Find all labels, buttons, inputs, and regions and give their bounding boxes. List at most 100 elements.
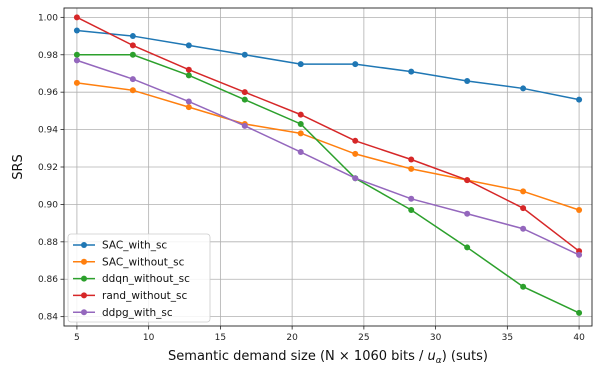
data-point bbox=[185, 98, 192, 105]
data-point bbox=[73, 14, 80, 21]
legend-label: ddqn_without_sc bbox=[102, 273, 190, 285]
data-point bbox=[297, 120, 304, 127]
data-point bbox=[352, 61, 359, 68]
x-axis-label-variable: u bbox=[428, 349, 436, 364]
data-point bbox=[464, 244, 471, 251]
data-point bbox=[408, 207, 415, 214]
y-axis-label: SRS bbox=[11, 154, 26, 180]
data-point bbox=[297, 149, 304, 156]
data-point bbox=[129, 51, 136, 58]
series-rand_without_sc bbox=[73, 14, 583, 255]
data-point bbox=[464, 177, 471, 184]
data-point bbox=[73, 57, 80, 64]
series-group bbox=[73, 14, 583, 316]
x-axis-label-tail: ) (suts) bbox=[442, 349, 488, 364]
y-tick-label: 0.86 bbox=[38, 275, 58, 285]
data-point bbox=[520, 283, 527, 290]
data-point bbox=[129, 76, 136, 83]
data-point bbox=[73, 79, 80, 86]
x-tick-label: 15 bbox=[215, 333, 226, 343]
series-ddpg_with_sc bbox=[73, 57, 583, 258]
data-point bbox=[464, 210, 471, 217]
data-point bbox=[408, 156, 415, 163]
x-tick-label: 25 bbox=[358, 333, 369, 343]
y-tick-label: 1.00 bbox=[38, 13, 58, 23]
legend-marker bbox=[81, 242, 87, 248]
series-line bbox=[76, 29, 580, 101]
legend-item: SAC_without_sc bbox=[73, 256, 185, 268]
y-tick-label: 0.96 bbox=[38, 88, 58, 98]
data-point bbox=[408, 195, 415, 202]
legend-item: ddpg_with_sc bbox=[73, 307, 173, 319]
series-SAC_without_sc bbox=[73, 79, 583, 214]
legend-label: rand_without_sc bbox=[102, 290, 188, 302]
data-point bbox=[576, 251, 583, 258]
legend-marker bbox=[81, 258, 87, 265]
series-line bbox=[76, 82, 580, 211]
data-point bbox=[352, 137, 359, 144]
legend-marker bbox=[81, 292, 87, 299]
y-tick-label: 0.88 bbox=[38, 238, 58, 248]
legend-marker bbox=[81, 275, 87, 282]
series-ddqn_without_sc bbox=[73, 51, 583, 316]
legend-label: SAC_without_sc bbox=[102, 256, 185, 268]
x-tick-label: 40 bbox=[573, 333, 585, 343]
y-tick-label: 0.94 bbox=[38, 126, 58, 136]
data-point bbox=[185, 104, 192, 111]
x-tick-label: 5 bbox=[74, 333, 80, 343]
data-point bbox=[129, 87, 136, 94]
legend-item: SAC_with_sc bbox=[73, 240, 167, 252]
x-axis-label-main: Semantic demand size (N × 1060 bits / bbox=[168, 349, 428, 364]
x-axis-label-subscript: α bbox=[436, 356, 442, 366]
data-point bbox=[464, 77, 471, 84]
x-tick-label: 30 bbox=[430, 333, 442, 343]
series-line bbox=[76, 54, 580, 314]
y-tick-label: 0.92 bbox=[38, 163, 58, 173]
data-point bbox=[297, 61, 304, 68]
x-tick-label: 20 bbox=[286, 333, 298, 343]
data-point bbox=[185, 66, 192, 73]
legend-item: ddqn_without_sc bbox=[73, 273, 190, 285]
data-point bbox=[185, 72, 192, 79]
data-point bbox=[185, 42, 192, 49]
data-point bbox=[576, 96, 583, 103]
data-point bbox=[241, 96, 248, 103]
data-point bbox=[520, 225, 527, 232]
legend-marker bbox=[81, 309, 87, 316]
y-axis: 0.84 0.86 0.88 0.90 0.92 0.94 0.96 0.98 1.00 bbox=[38, 13, 64, 323]
data-point bbox=[129, 42, 136, 49]
legend-box bbox=[67, 233, 211, 323]
data-point bbox=[576, 207, 583, 214]
y-tick-label: 0.84 bbox=[38, 313, 58, 323]
legend-label: SAC_with_sc bbox=[102, 240, 167, 252]
data-point bbox=[241, 122, 248, 129]
data-point bbox=[408, 165, 415, 172]
x-tick-label: 35 bbox=[502, 333, 513, 343]
legend-label: ddpg_with_sc bbox=[102, 307, 173, 319]
legend: SAC_with_sc SAC_without_sc ddqn_without_sc… bbox=[67, 233, 211, 323]
data-point bbox=[297, 111, 304, 118]
y-tick-label: 0.90 bbox=[38, 200, 58, 210]
data-point bbox=[297, 130, 304, 137]
x-axis-label: Semantic demand size (N × 1060 bits / uα… bbox=[168, 349, 488, 366]
data-point bbox=[241, 51, 248, 58]
x-axis: 5 10 15 20 25 30 35 40 bbox=[74, 326, 585, 343]
data-point bbox=[576, 309, 583, 316]
data-point bbox=[73, 51, 80, 58]
data-point bbox=[520, 205, 527, 212]
data-point bbox=[73, 27, 80, 34]
data-point bbox=[352, 150, 359, 157]
data-point bbox=[241, 89, 248, 96]
series-SAC_with_sc bbox=[73, 27, 583, 103]
x-tick-label: 10 bbox=[143, 333, 155, 343]
series-line bbox=[76, 16, 580, 252]
data-point bbox=[520, 85, 527, 92]
series-line bbox=[76, 59, 580, 256]
data-point bbox=[129, 33, 136, 40]
legend-item: rand_without_sc bbox=[73, 290, 188, 302]
data-point bbox=[408, 68, 415, 75]
y-tick-label: 0.98 bbox=[38, 51, 58, 61]
data-point bbox=[520, 188, 527, 195]
data-point bbox=[352, 175, 359, 182]
